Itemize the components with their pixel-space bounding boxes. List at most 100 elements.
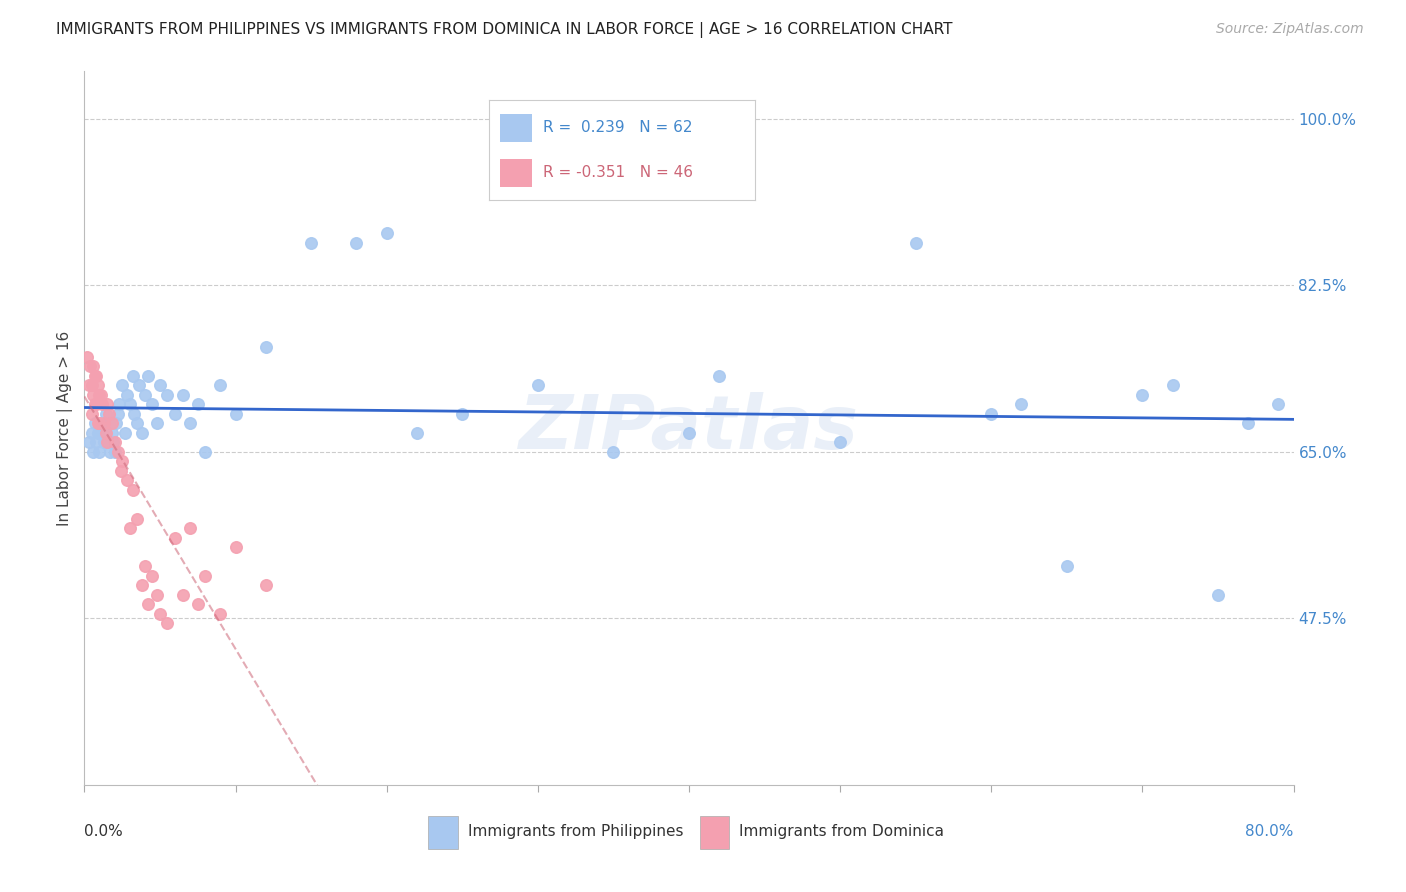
Point [406, 425, 429, 440]
Point [172, 388, 194, 402]
Point [172, 588, 194, 602]
Point [107, 445, 129, 459]
Point [108, 397, 131, 411]
Point [80, 378, 103, 392]
Point [209, 607, 232, 621]
Point [91, 397, 114, 411]
Text: 80.0%: 80.0% [1246, 824, 1294, 838]
Point [97, 407, 120, 421]
Point [146, 588, 169, 602]
Point [100, 417, 122, 431]
Point [87, 417, 110, 431]
Point [105, 417, 128, 431]
Point [1011, 397, 1033, 411]
Point [93, 435, 115, 450]
Text: ZIPatlas: ZIPatlas [519, 392, 859, 465]
Point [90, 417, 112, 431]
Point [122, 407, 145, 421]
Point [93, 417, 115, 431]
Point [121, 368, 143, 383]
Point [209, 378, 232, 392]
Point [1237, 417, 1260, 431]
Point [134, 388, 156, 402]
Point [156, 616, 179, 631]
Point [375, 226, 398, 240]
Point [1130, 388, 1153, 402]
Point [98, 445, 121, 459]
Point [179, 521, 201, 535]
Point [82, 445, 104, 459]
Point [115, 474, 138, 488]
Point [346, 235, 368, 250]
Point [1161, 378, 1184, 392]
Point [94, 425, 117, 440]
Point [127, 417, 149, 431]
Point [299, 235, 322, 250]
Y-axis label: In Labor Force | Age > 16: In Labor Force | Age > 16 [58, 331, 73, 525]
Point [90, 388, 112, 402]
Point [451, 407, 474, 421]
Point [87, 378, 110, 392]
Point [134, 559, 156, 574]
Point [1206, 588, 1229, 602]
Point [84, 417, 107, 431]
Point [82, 359, 104, 374]
Point [111, 454, 134, 468]
Point [980, 407, 1002, 421]
Point [94, 407, 117, 421]
Point [89, 445, 111, 459]
Point [107, 407, 129, 421]
Point [131, 578, 153, 592]
Point [141, 568, 163, 582]
Point [225, 540, 247, 554]
Point [179, 417, 201, 431]
Point [118, 397, 141, 411]
Point [187, 397, 209, 411]
Point [86, 435, 108, 450]
Point [254, 340, 277, 354]
Point [131, 425, 153, 440]
Point [118, 521, 141, 535]
Point [82, 388, 104, 402]
Point [136, 368, 159, 383]
Point [96, 435, 118, 450]
Point [87, 425, 110, 440]
Point [84, 397, 107, 411]
Point [110, 464, 132, 478]
Point [136, 597, 159, 611]
Point [101, 435, 124, 450]
Point [100, 425, 122, 440]
Point [149, 607, 172, 621]
Point [96, 435, 118, 450]
Point [1056, 559, 1078, 574]
Point [156, 388, 179, 402]
Point [91, 425, 114, 440]
Point [146, 417, 169, 431]
Point [104, 445, 127, 459]
Point [194, 568, 217, 582]
Point [830, 435, 852, 450]
Point [254, 578, 277, 592]
Point [165, 531, 187, 545]
Point [165, 407, 187, 421]
Point [76, 350, 98, 364]
Text: Source: ZipAtlas.com: Source: ZipAtlas.com [1216, 22, 1364, 37]
Point [111, 378, 134, 392]
Text: IMMIGRANTS FROM PHILIPPINES VS IMMIGRANTS FROM DOMINICA IN LABOR FORCE | AGE > 1: IMMIGRANTS FROM PHILIPPINES VS IMMIGRANT… [56, 22, 953, 38]
Point [96, 397, 118, 411]
Point [77, 378, 100, 392]
Point [86, 368, 108, 383]
Point [128, 378, 150, 392]
Point [678, 425, 700, 440]
Point [80, 425, 103, 440]
Point [104, 435, 127, 450]
Point [149, 378, 172, 392]
Point [225, 407, 247, 421]
Point [114, 425, 136, 440]
Point [97, 417, 120, 431]
Point [84, 368, 107, 383]
Point [89, 417, 111, 431]
Point [79, 359, 101, 374]
Point [1267, 397, 1289, 411]
Point [80, 407, 103, 421]
